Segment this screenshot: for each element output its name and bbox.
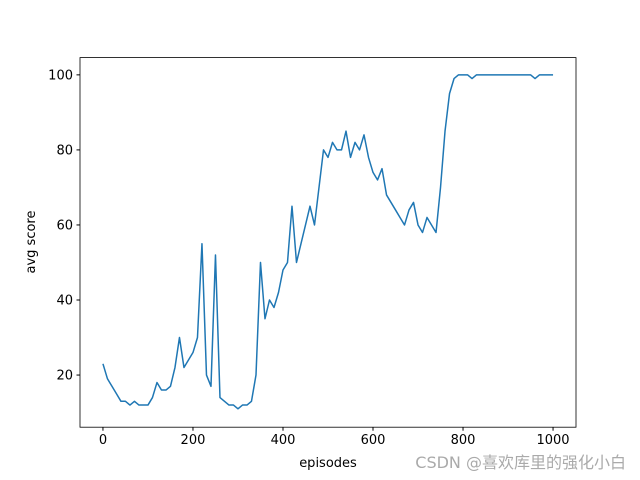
x-tick-label: 200 bbox=[181, 433, 206, 448]
y-tick-label: 100 bbox=[48, 68, 73, 83]
data-line bbox=[102, 74, 554, 410]
x-tick-label: 0 bbox=[99, 433, 107, 448]
y-tick-label: 20 bbox=[56, 369, 73, 384]
x-tick-label: 600 bbox=[361, 433, 386, 448]
plot-frame bbox=[79, 57, 577, 428]
y-tick-label: 40 bbox=[56, 293, 73, 308]
y-axis-label: avg score bbox=[24, 211, 39, 274]
x-tick-label: 800 bbox=[451, 433, 476, 448]
watermark: CSDN @喜欢库里的强化小白 bbox=[415, 453, 626, 472]
y-tick-label: 60 bbox=[56, 218, 73, 233]
x-tick-label: 1000 bbox=[536, 433, 569, 448]
y-tick-label: 80 bbox=[56, 143, 73, 158]
x-tick-label: 400 bbox=[271, 433, 296, 448]
x-axis-label: episodes bbox=[299, 456, 357, 471]
